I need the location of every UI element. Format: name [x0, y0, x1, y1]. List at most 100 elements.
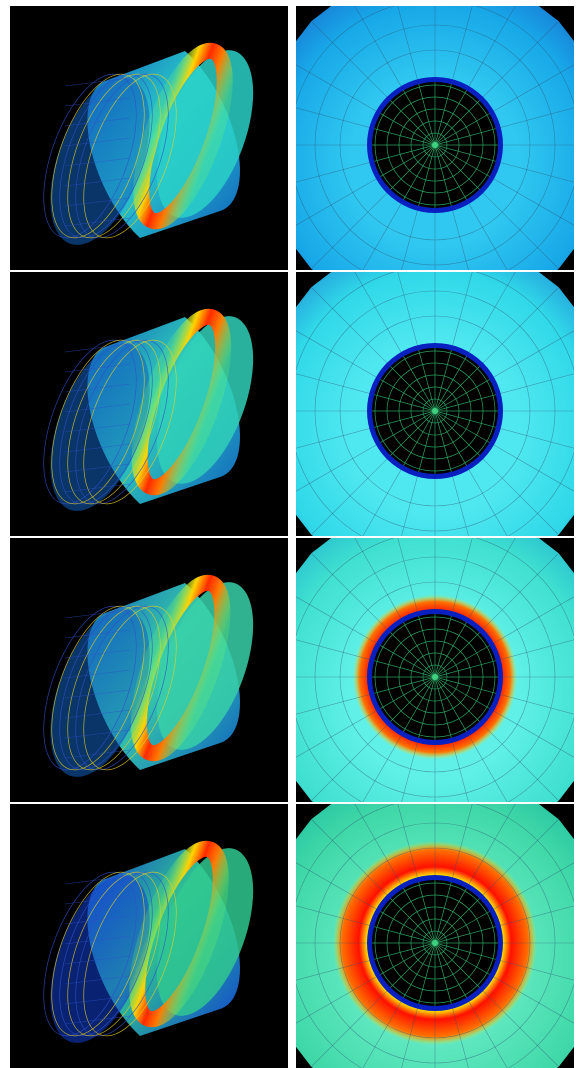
top-view-mesh-line: [465, 804, 516, 890]
top-view-mesh-line: [311, 553, 392, 634]
top-view-mesh-line: [450, 470, 469, 536]
top-view-mesh-line: [397, 272, 420, 352]
top-view-center-point: [432, 674, 438, 680]
top-view-mesh-line: [401, 470, 420, 536]
top-view-grid-line: [434, 84, 452, 146]
top-view-grid-line: [434, 379, 490, 412]
top-view-grid-ring: [386, 362, 484, 460]
top-view-mesh-line: [478, 819, 559, 900]
top-view-grid-line: [434, 366, 480, 412]
top-view-grid-line: [390, 410, 436, 456]
top-view-mesh-line: [465, 6, 516, 92]
top-view-mesh-line: [314, 24, 556, 266]
top-view-grid-ring: [422, 930, 448, 956]
top-view-mesh-line: [314, 556, 556, 798]
top-view-model: [296, 6, 574, 270]
top-view-mesh-line: [296, 175, 382, 226]
top-view-mesh-line: [354, 6, 405, 92]
top-view-mesh-line: [478, 553, 559, 634]
top-view-mesh-line: [478, 454, 559, 535]
top-view-mesh-line: [478, 287, 559, 368]
cylinder-mesh-line: [64, 423, 131, 433]
cylinder-mesh-line: [43, 605, 137, 771]
top-view-grid-ring: [422, 132, 448, 158]
top-view-render: [296, 272, 574, 536]
top-view-mesh-line: [296, 707, 382, 758]
top-view-mesh-line: [401, 736, 420, 802]
top-view-grid-line: [434, 911, 490, 944]
cylinder-mesh-line: [51, 605, 145, 771]
top-view-grid-ring: [386, 628, 484, 726]
cylinder-mesh-line: [64, 875, 131, 885]
top-view-mesh-line: [478, 188, 559, 269]
top-view-mesh-line: [494, 373, 574, 396]
cylinder-mesh-line: [83, 871, 177, 1037]
cylinder-mesh-line: [59, 339, 153, 505]
top-view-grid-line: [434, 410, 467, 466]
top-view-mesh-line: [488, 441, 574, 492]
top-view-mesh-line: [465, 464, 508, 536]
top-view-grid-line: [380, 676, 436, 709]
top-view-mesh-line: [397, 6, 420, 86]
top-view-mesh-line: [465, 198, 508, 270]
top-view-grid-line: [390, 898, 436, 944]
top-view-grid-line: [403, 144, 436, 200]
top-view-grid-line: [434, 942, 452, 1004]
top-view-grid-ring: [374, 616, 496, 738]
top-view-mesh-line: [450, 538, 473, 618]
top-view-grid-line: [418, 942, 436, 1004]
top-view-grid-line: [418, 616, 436, 678]
top-view-grid-line: [434, 676, 490, 709]
cylinder-model: [43, 840, 254, 1043]
top-view-mesh-line: [450, 736, 469, 802]
top-view-grid-ring: [398, 108, 472, 182]
cylinder-mesh-line: [64, 483, 131, 493]
top-view-grid-line: [434, 676, 496, 694]
top-view-mesh-line: [354, 804, 405, 890]
top-view-mesh-line: [362, 996, 405, 1068]
top-view-mesh-line: [339, 49, 531, 241]
cylinder-mesh-line: [64, 609, 131, 619]
top-view-grid-line: [434, 394, 496, 412]
cylinder-render: [43, 574, 254, 777]
top-view-mesh-line: [296, 973, 382, 1024]
top-view-grid-line: [434, 676, 467, 732]
cylinder-model: [43, 574, 254, 777]
top-view-grid-line: [434, 144, 467, 200]
top-view-model: [296, 272, 574, 536]
cylinder-mesh-line: [64, 995, 131, 1005]
cylinder-mesh-line: [43, 73, 137, 239]
top-view-center-point: [432, 408, 438, 414]
top-view-grid-line: [434, 350, 452, 412]
top-view-grid-line: [434, 90, 467, 146]
cylinder-back-cap: [50, 609, 150, 777]
top-view-mesh-line: [311, 986, 392, 1067]
top-view-grid-ring: [422, 398, 448, 424]
cylinder-mesh-line: [64, 463, 131, 473]
top-view-mesh-line: [488, 330, 574, 381]
cylinder-mesh-line: [64, 689, 131, 699]
top-view-mesh-line: [362, 464, 405, 536]
top-view-mesh-line: [314, 822, 556, 1064]
top-view-grid-line: [374, 676, 436, 694]
top-view-mesh-line: [494, 160, 574, 183]
top-view-grid-line: [434, 144, 480, 190]
cylinder-mesh-line: [64, 217, 131, 227]
top-view-mesh-line: [296, 160, 376, 183]
top-view-mesh-line: [494, 905, 574, 928]
top-view-grid-line: [403, 888, 436, 944]
top-view-mesh-line: [478, 21, 559, 102]
cylinder-mesh-line: [64, 383, 131, 393]
ring-top-view-panel: [296, 538, 574, 802]
top-view-grid-line: [434, 942, 480, 988]
top-view-mesh-line: [397, 804, 420, 884]
ring-top-view-panel: [296, 6, 574, 270]
top-view-mesh-line: [296, 107, 376, 130]
cylinder-render: [43, 308, 254, 511]
cylinder-mesh-line: [75, 871, 169, 1037]
top-view-grid-line: [434, 942, 496, 960]
cylinder-mesh-line: [75, 339, 169, 505]
top-view-mesh-line: [296, 862, 382, 913]
top-view-mesh-line: [478, 720, 559, 801]
cylinder-mesh-line: [64, 157, 131, 167]
